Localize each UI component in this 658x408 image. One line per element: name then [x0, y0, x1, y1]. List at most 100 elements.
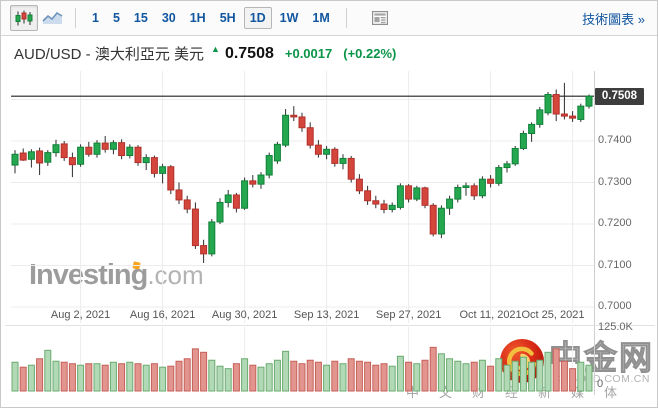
candlestick [101, 142, 109, 150]
x-axis-label: Aug 30, 2021 [211, 309, 278, 321]
candlestick [19, 152, 27, 161]
candlestick [77, 146, 85, 165]
candlestick [142, 157, 150, 164]
candlestick [167, 166, 175, 191]
interval-button-30[interactable]: 30 [161, 11, 176, 25]
interval-button-1d[interactable]: 1D [243, 7, 272, 29]
volume-bar [60, 361, 68, 392]
candlestick [446, 198, 454, 209]
candlestick [27, 151, 35, 160]
candlestick [68, 157, 76, 166]
candlestick [495, 167, 503, 184]
volume-bar [372, 364, 380, 392]
cngold-tagline: 中文财经新媒体 [406, 385, 638, 400]
volume-bar [396, 355, 404, 392]
x-axis-label: Aug 16, 2021 [129, 309, 196, 321]
volume-bar [339, 363, 347, 392]
candlestick [208, 221, 216, 255]
candlestick [249, 180, 257, 185]
candlestick [44, 152, 52, 163]
candlestick [536, 109, 544, 125]
volume-bar [191, 348, 199, 392]
candlestick [405, 185, 413, 200]
y-axis-label: 0.7200 [598, 217, 632, 229]
volume-bar [282, 350, 290, 392]
candlestick [331, 148, 339, 164]
volume-bar [118, 363, 126, 392]
volume-bar [11, 361, 19, 392]
volume-bar [44, 349, 52, 392]
up-arrow-icon: ▲ [211, 43, 220, 54]
volume-bar [306, 359, 314, 392]
interval-button-5h[interactable]: 5H [219, 11, 236, 25]
line-chart-button[interactable] [38, 5, 66, 31]
interval-button-1w[interactable]: 1W [279, 11, 299, 25]
volume-bar [134, 363, 142, 392]
candlestick [519, 133, 527, 149]
candlestick [421, 187, 429, 206]
candlestick [372, 200, 380, 205]
news-panel-button[interactable] [366, 5, 394, 31]
volume-bar [27, 364, 35, 392]
candlestick [282, 114, 290, 146]
interval-button-15[interactable]: 15 [133, 11, 148, 25]
y-axis-label: 0.7400 [598, 134, 632, 146]
candlestick [224, 194, 232, 203]
candlestick [290, 114, 298, 118]
last-price-badge: 0.7508 [595, 88, 644, 105]
candlestick [339, 157, 347, 164]
candlestick [60, 143, 68, 159]
candlestick [52, 144, 60, 154]
volume-bar [126, 361, 134, 392]
interval-button-1h[interactable]: 1H [189, 11, 206, 25]
volume-bar [159, 366, 167, 392]
candlestick [528, 123, 536, 135]
candlestick-icon [15, 10, 33, 25]
volume-bar [249, 364, 257, 392]
volume-bar [77, 364, 85, 392]
technical-chart-link[interactable]: 技術圖表 » [582, 11, 645, 27]
x-axis-label: Oct 11, 2021 [459, 309, 522, 321]
candlestick [585, 95, 593, 107]
interval-button-1m[interactable]: 1M [312, 11, 330, 25]
candlestick [306, 127, 314, 146]
candlestick [347, 157, 355, 180]
volume-bar [290, 360, 298, 392]
volume-bar [109, 361, 117, 392]
interval-button-1[interactable]: 1 [92, 11, 99, 25]
candlestick-chart-button[interactable] [10, 5, 38, 31]
candlestick [437, 207, 445, 235]
candlestick [552, 94, 560, 115]
x-axis-label: Sep 13, 2021 [293, 309, 360, 321]
candlestick [109, 142, 117, 150]
volume-bar [200, 351, 208, 392]
candlestick [429, 204, 437, 235]
candlestick [118, 142, 126, 157]
candlestick [355, 178, 363, 192]
volume-bar [331, 360, 339, 392]
volume-bar [323, 364, 331, 392]
price-change-percent: (+0.22%) [343, 46, 397, 61]
volume-bar [273, 359, 281, 392]
toolbar: 1 5 15 30 1H 5H 1D 1W 1M 技術圖表 » [1, 1, 657, 36]
volume-bar [183, 358, 191, 392]
candlestick [413, 187, 421, 200]
candlestick [462, 185, 470, 188]
investing-logo-text: Investing [29, 259, 148, 291]
volume-bar [36, 358, 44, 392]
candlestick [503, 163, 511, 169]
volume-bar [19, 366, 27, 392]
last-price: 0.7508 [224, 44, 274, 62]
candlestick [478, 178, 486, 197]
line-chart-icon [41, 11, 62, 24]
volume-bar [216, 365, 224, 392]
x-axis-label: Sep 27, 2021 [375, 309, 442, 321]
volume-bar [388, 365, 396, 392]
volume-bar [101, 364, 109, 392]
candlestick [36, 150, 44, 164]
y-axis-label: 0.7300 [598, 175, 632, 188]
interval-button-5[interactable]: 5 [112, 11, 120, 25]
candlestick [560, 113, 568, 117]
volume-bar [257, 366, 265, 392]
